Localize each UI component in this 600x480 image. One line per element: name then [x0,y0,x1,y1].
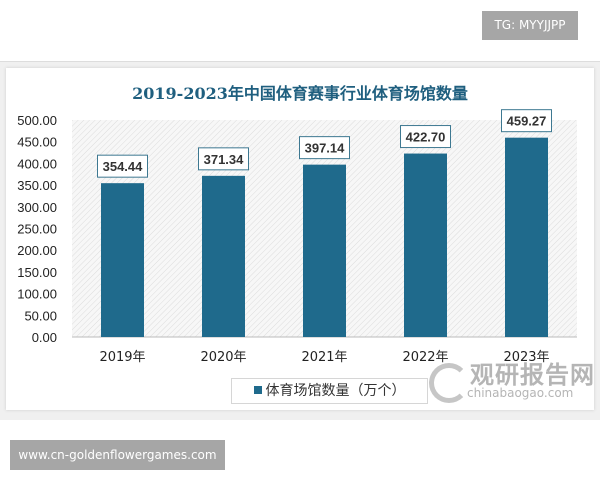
legend: 体育场馆数量（万个） [231,378,428,404]
bar [505,137,548,337]
legend-label: 体育场馆数量（万个） [265,383,406,399]
data-label: 422.70 [406,130,446,145]
watermark: 观研报告网 chinabaogao.com [425,355,595,403]
data-label: 371.34 [204,152,245,167]
y-tick-label: 400.00 [17,156,57,171]
y-tick-label: 150.00 [17,265,57,280]
y-tick-label: 350.00 [17,178,57,193]
data-label: 459.27 [507,114,547,129]
y-tick-label: 450.00 [17,135,57,150]
watermark-cn: 观研报告网 [470,361,595,389]
url-badge: www.cn-goldenflowergames.com [10,440,225,470]
watermark-en: chinabaogao.com [467,386,574,400]
y-tick-label: 300.00 [17,200,57,215]
bar [101,183,144,337]
x-tick-label: 2019年 [99,350,145,365]
y-tick-label: 200.00 [17,243,57,258]
bar [404,153,447,337]
x-tick-label: 2021年 [301,350,347,365]
watermark-logo-icon [429,363,469,403]
data-label-box [198,147,249,171]
y-tick-label: 0.00 [32,330,57,345]
bar [202,175,245,337]
x-tick-label: 2022年 [402,350,448,365]
y-tick-label: 250.00 [17,222,57,237]
legend-swatch [253,386,262,394]
bar [303,164,346,337]
data-label-box [299,136,350,160]
data-label-box [97,154,148,178]
data-label-box [501,109,552,133]
telegram-badge: TG: MYYJJPP [482,11,578,40]
data-label: 354.44 [103,159,144,174]
y-tick-label: 100.00 [17,287,57,302]
x-tick-label: 2023年 [503,350,549,365]
x-tick-label: 2020年 [200,350,246,365]
data-label-box [400,125,451,149]
y-tick-label: 50.00 [24,308,57,323]
chart-title: 2019-2023年中国体育赛事行业体育场馆数量 [132,84,468,103]
data-label: 397.14 [305,141,346,156]
y-tick-label: 500.00 [17,113,57,128]
